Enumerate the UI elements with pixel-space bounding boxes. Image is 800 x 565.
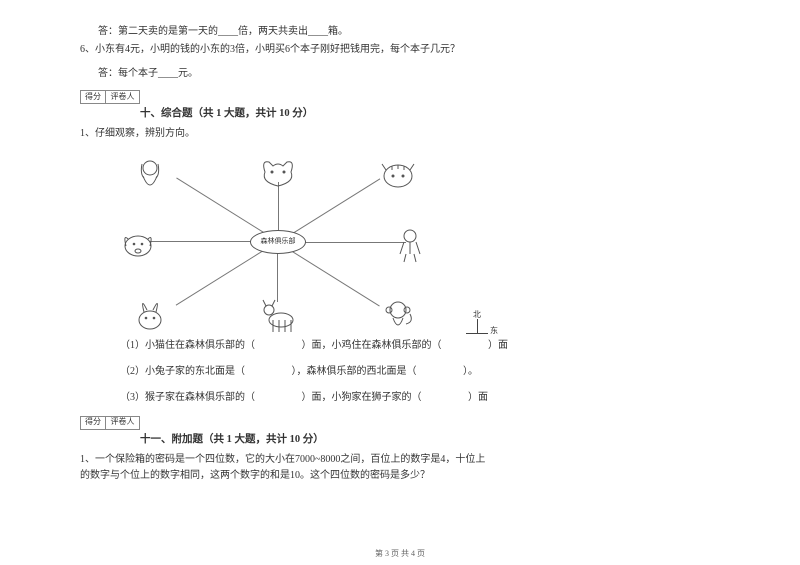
score-box-10: 得分 评卷人 — [80, 90, 720, 104]
score-box-11: 得分 评卷人 — [80, 416, 720, 430]
page-footer: 第 3 页 共 4 页 — [0, 548, 800, 559]
node-dog — [118, 224, 158, 264]
center-label: 森林俱乐部 — [250, 230, 306, 254]
compass-north: 北 — [466, 311, 488, 319]
node-boy — [390, 224, 430, 264]
sub2-b: ），森林俱乐部的西北面是（ — [292, 366, 417, 377]
node-monkey — [378, 294, 418, 334]
sec11-q1-line2: 的数字与个位上的数字相同，这两个数字的和是10。这个四位数的密码是多少？ — [80, 468, 720, 484]
sub2-a: （2）小兔子家的东北面是（ — [120, 366, 245, 377]
node-tiger — [378, 156, 418, 196]
node-rabbit — [130, 294, 170, 334]
sub3-c: ）面 — [468, 392, 488, 403]
section-11-title: 十一、附加题（共 1 大题，共计 10 分） — [140, 432, 720, 449]
sub3-a: （3）猴子家在森林俱乐部的（ — [120, 392, 255, 403]
sec10-q1: 1、仔细观察，辨别方向。 — [80, 126, 720, 142]
node-cat — [255, 152, 301, 192]
sub1-a: （1）小猫住在森林俱乐部的（ — [120, 340, 255, 351]
compass-icon: 北 东 — [466, 311, 488, 334]
sub-questions: （1）小猫住在森林俱乐部的（ ）面，小鸡住在森林俱乐部的（ ）面 （2）小兔子家… — [120, 338, 720, 406]
score-cell-grader: 评卷人 — [106, 90, 140, 104]
sub1-b: ）面，小鸡住在森林俱乐部的（ — [302, 340, 442, 351]
direction-diagram: 森林俱乐部 北 东 — [100, 146, 460, 336]
node-girl — [130, 156, 170, 196]
section-10-title: 十、综合题（共 1 大题，共计 10 分） — [140, 106, 720, 123]
sec11-q1-line1: 1、一个保险箱的密码是一个四位数，它的大小在7000~8000之间，百位上的数字… — [80, 452, 720, 468]
q6-answer: 答：每个本子____元。 — [98, 66, 720, 82]
sub1-c: ）面 — [488, 340, 508, 351]
node-deer — [255, 296, 301, 336]
q5-answer: 答：第二天卖的是第一天的____倍，两天共卖出____箱。 — [98, 24, 720, 40]
sub2-c: ）。 — [463, 366, 478, 377]
score-cell-grader-11: 评卷人 — [106, 416, 140, 430]
score-cell-points-11: 得分 — [80, 416, 106, 430]
q6-text: 6、小东有4元，小明的钱的小东的3倍，小明买6个本子刚好把钱用完，每个本子几元？ — [80, 42, 720, 58]
sub3-b: ）面，小狗家在狮子家的（ — [302, 392, 422, 403]
compass-east: 东 — [490, 327, 498, 335]
score-cell-points: 得分 — [80, 90, 106, 104]
